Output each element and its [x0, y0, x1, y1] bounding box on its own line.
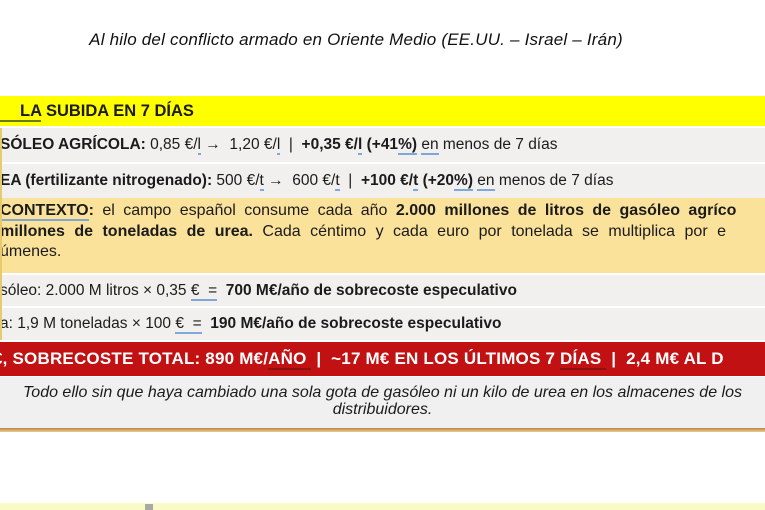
text-fragment: t: [335, 172, 340, 191]
text-fragment: AÑO: [268, 349, 312, 370]
row-calc-urea-text: a: 1,9 M toneladas × 100 € = 190 M€/año …: [0, 315, 502, 334]
table-left-border: [0, 128, 2, 340]
text-fragment: t: [413, 172, 419, 191]
text-fragment: 0,85 €/: [145, 136, 198, 153]
text-fragment: LA: [0, 101, 42, 122]
text-fragment: %): [454, 172, 473, 191]
text-fragment: → 1,20 €/: [200, 136, 277, 153]
text-fragment: 700 M€/año de sobrecoste especulativo: [225, 281, 517, 299]
section-header-subida: LA SUBIDA EN 7 DÍAS: [0, 96, 765, 126]
context-line-1: CONTEXTO: el campo español consume cada …: [0, 201, 765, 222]
text-fragment: l: [197, 136, 201, 155]
text-fragment: úmenes.: [0, 243, 62, 260]
context-block: CONTEXTO: el campo español consume cada …: [0, 198, 765, 273]
text-fragment: |: [339, 172, 361, 189]
row-gasoleo-text: SÓLEO AGRÍCOLA: 0,85 €/l → 1,20 €/l | +0…: [0, 136, 558, 155]
text-fragment: menos de 7 días: [438, 136, 558, 153]
text-fragment: EA (fertilizante nitrogenado):: [0, 172, 213, 189]
footnote: Todo ello sin que haya cambiado una sola…: [0, 377, 765, 428]
row-calc-urea: a: 1,9 M toneladas × 100 € = 190 M€/año …: [0, 308, 765, 340]
context-line-3: úmenes.: [0, 242, 765, 263]
text-fragment: en: [421, 136, 439, 155]
text-fragment: SOBRECOSTE TOTAL: 890 M€/: [7, 349, 269, 368]
total-banner-text: €, SOBRECOSTE TOTAL: 890 M€/AÑO | ~17 M€…: [0, 349, 724, 370]
section-header-text: LA SUBIDA EN 7 DÍAS: [0, 101, 194, 122]
text-fragment: [202, 315, 211, 332]
section-divider: [0, 428, 765, 432]
text-fragment: SUBIDA EN 7 DÍAS: [41, 101, 194, 120]
text-fragment: [217, 282, 226, 299]
text-fragment: :: [88, 202, 94, 219]
text-fragment: | 2,4 M€ AL D: [606, 349, 724, 368]
text-fragment: (+41: [362, 136, 399, 153]
row-calc-gasoleo-text: sóleo: 2.000 M litros × 0,35 € = 700 M€/…: [0, 281, 517, 301]
text-fragment: sóleo: 2.000 M litros × 0,35: [0, 281, 191, 299]
text-fragment: €,: [0, 349, 8, 368]
row-urea-text: EA (fertilizante nitrogenado): 500 €/t →…: [0, 172, 614, 191]
text-fragment: 190 M€/año de sobrecoste especulativo: [210, 315, 502, 332]
text-fragment: l: [357, 136, 363, 155]
row-calc-gasoleo: sóleo: 2.000 M litros × 0,35 € = 700 M€/…: [0, 275, 765, 306]
text-fragment: → 600 €/: [263, 172, 336, 189]
text-fragment: | ~17 M€ EN LOS ÚLTIMOS 7: [311, 349, 561, 368]
text-fragment: l: [276, 136, 281, 155]
page-title: Al hilo del conflicto armado en Oriente …: [89, 30, 623, 49]
text-fragment: 500 €/: [212, 172, 260, 189]
text-fragment: +100 €/: [360, 172, 414, 189]
text-fragment: menos de 7 días: [494, 172, 614, 189]
text-fragment: millones de toneladas de urea.: [0, 222, 253, 240]
text-fragment: %): [398, 136, 418, 155]
row-urea: EA (fertilizante nitrogenado): 500 €/t →…: [0, 164, 765, 198]
footnote-line-2: distribuidores.: [332, 401, 433, 418]
text-fragment: (+20: [418, 172, 455, 189]
context-line-2: millones de toneladas de urea. Cada cént…: [0, 222, 765, 243]
text-fragment: SÓLEO AGRÍCOLA:: [0, 136, 146, 153]
text-fragment: +0,35 €/: [301, 136, 358, 153]
text-fragment: t: [259, 172, 264, 191]
footnote-line-1: Todo ello sin que haya cambiado una sola…: [22, 384, 742, 401]
text-fragment: en: [477, 172, 495, 191]
text-fragment: el campo español consume cada año: [93, 202, 396, 219]
row-gasoleo-agricola: SÓLEO AGRÍCOLA: 0,85 €/l → 1,20 €/l | +0…: [0, 128, 765, 162]
strip-mark: [145, 504, 153, 510]
text-fragment: DÍAS: [560, 349, 607, 370]
next-section-strip: [0, 503, 765, 510]
text-fragment: 2.000 millones de litros de gasóleo agrí…: [395, 202, 737, 219]
text-fragment: |: [280, 136, 302, 153]
text-fragment: CONTEXTO: [0, 202, 89, 221]
text-fragment: Cada céntimo y cada euro por tonelada se…: [252, 222, 726, 240]
text-fragment: a: 1,9 M toneladas × 100: [0, 315, 176, 332]
text-fragment: € =: [175, 315, 202, 334]
text-fragment: € =: [190, 281, 218, 301]
total-banner: €, SOBRECOSTE TOTAL: 890 M€/AÑO | ~17 M€…: [0, 342, 765, 376]
